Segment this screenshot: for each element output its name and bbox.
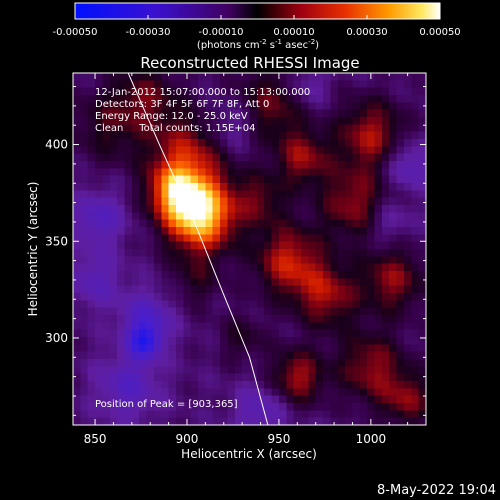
- y-tick-label: 350: [45, 234, 68, 248]
- x-tick-label: 950: [267, 432, 290, 446]
- annotation-clean-counts: Clean Total counts: 1.15E+04: [95, 123, 255, 134]
- colorbar-ticks: -0.00050 -0.00030 -0.00010 0.00010 0.00030 0.…: [53, 15, 461, 38]
- solar-limb-curve: [127, 73, 269, 425]
- annotation-detectors: Detectors: 3F 4F 5F 6F 7F 8F, Att 0: [95, 99, 269, 110]
- y-tick-label: 400: [45, 138, 68, 152]
- annotation-energy-range: Energy Range: 12.0 - 25.0 keV: [95, 111, 248, 122]
- x-axis: 850 900 950 1000: [84, 73, 409, 446]
- colorbar-gradient: [75, 3, 440, 19]
- x-tick-label: 900: [176, 432, 199, 446]
- colorbar-tick-label: 0.00010: [273, 27, 314, 38]
- annotation-block: 12-Jan-2012 15:07:00.000 to 15:13:00.000…: [95, 87, 310, 134]
- colorbar-tick-label: -0.00050: [53, 27, 98, 38]
- heatmap-image: [73, 73, 426, 425]
- y-axis: 300 350 400: [45, 86, 426, 416]
- colorbar: -0.00050 -0.00030 -0.00010 0.00010 0.00030 0.…: [53, 2, 461, 51]
- peak-position-label: Position of Peak = [903,365]: [95, 399, 238, 410]
- heatmap: [73, 73, 426, 425]
- colorbar-tick-label: 0.00050: [419, 27, 460, 38]
- colorbar-tick-label: -0.00010: [199, 27, 244, 38]
- y-tick-label: 300: [45, 331, 68, 345]
- plot-frame: [72, 72, 427, 426]
- x-axis-label: Heliocentric X (arcsec): [181, 447, 317, 461]
- footer-timestamp: 8-May-2022 19:04: [377, 483, 496, 498]
- colorbar-frame: [74, 2, 441, 20]
- chart-title: Reconstructed RHESSI Image: [140, 54, 359, 72]
- annotation-time-range: 12-Jan-2012 15:07:00.000 to 15:13:00.000: [95, 87, 310, 98]
- y-axis-label: Heliocentric Y (arcsec): [26, 182, 40, 317]
- colorbar-tick-label: 0.00030: [346, 27, 387, 38]
- colorbar-units: (photons cm-2 s-1 asec-2): [197, 38, 319, 51]
- colorbar-tick-label: -0.00030: [126, 27, 171, 38]
- x-tick-label: 850: [84, 432, 107, 446]
- x-tick-label: 1000: [356, 432, 387, 446]
